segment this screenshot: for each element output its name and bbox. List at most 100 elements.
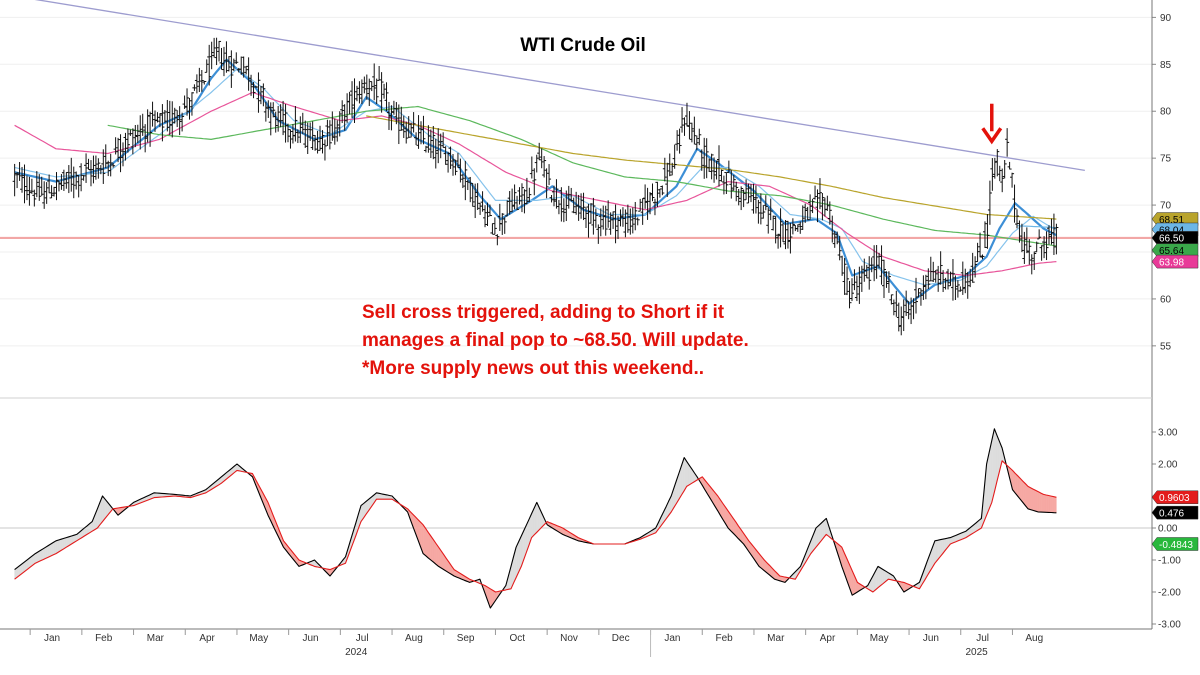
ohlc-bar [478, 202, 483, 215]
ohlc-bar [148, 111, 153, 147]
x-month-label: Oct [510, 633, 526, 644]
ohlc-bar [941, 270, 946, 293]
moving-average-line [107, 105, 1057, 247]
ohlc-bar [921, 275, 926, 300]
ohlc-bar [421, 115, 426, 145]
ohlc-bar [374, 78, 379, 105]
moving-average-line [14, 91, 1057, 277]
oscillator-fill-segment [1021, 479, 1024, 504]
ohlc-bar [106, 160, 111, 177]
oscillator-fast-line [14, 428, 1057, 609]
ohlc-bar [687, 111, 692, 140]
ohlc-bar [295, 129, 300, 144]
ohlc-bar [451, 153, 456, 176]
ohlc-bar [502, 217, 507, 234]
oscillator-fill-segment [49, 543, 52, 557]
ohlc-bar [271, 102, 276, 118]
oscillator-fill-segment [434, 540, 437, 565]
ohlc-bar [1047, 225, 1052, 245]
ohlc-bar [88, 160, 93, 187]
ohlc-bar [399, 106, 404, 131]
ohlc-bar [793, 224, 798, 232]
ohlc-bar [551, 185, 556, 207]
ohlc-bar [1022, 231, 1027, 264]
oscillator-fill-segment [1043, 494, 1047, 513]
ohlc-bar [426, 125, 431, 153]
ohlc-bar [707, 158, 712, 172]
ohlc-bar [325, 119, 330, 146]
oscillator-value-tag: 0.9603 [1151, 490, 1199, 504]
ohlc-bar [593, 208, 598, 228]
ohlc-bar [795, 224, 800, 232]
x-month-label: Jul [356, 633, 369, 644]
ohlc-bar [244, 65, 249, 75]
ohlc-bar [554, 179, 559, 209]
ohlc-bar [354, 85, 359, 102]
ohlc-bar [805, 206, 810, 221]
ohlc-bar [886, 271, 891, 293]
ohlc-bar [882, 259, 887, 298]
ohlc-bar [266, 100, 271, 118]
ohlc-bar [251, 82, 256, 99]
ohlc-bar [436, 128, 441, 164]
ohlc-bar [776, 233, 781, 249]
ohlc-bar [157, 113, 162, 128]
ohlc-bar [130, 128, 135, 155]
ohlc-bar [1049, 218, 1054, 245]
ohlc-bar [716, 145, 721, 187]
ohlc-bar [739, 186, 744, 211]
oscillator-fill-segment [55, 539, 59, 554]
ohlc-bar [150, 101, 155, 127]
ohlc-bar [81, 174, 86, 181]
ohlc-bar [926, 268, 931, 290]
ohlc-bar [576, 194, 581, 221]
ohlc-bar [98, 165, 103, 175]
ohlc-bar [667, 153, 672, 177]
ohlc-bar [116, 137, 121, 163]
ohlc-bar [345, 93, 350, 123]
ohlc-bar [549, 194, 554, 203]
trend-line [34, 0, 1085, 171]
ohlc-bar [32, 189, 37, 207]
ohlc-bar [901, 299, 906, 332]
ohlc-bar [559, 187, 564, 222]
ohlc-bar [650, 183, 655, 202]
ohlc-bar [598, 208, 603, 237]
x-month-label: Feb [715, 633, 733, 644]
ohlc-bar [22, 164, 27, 204]
ohlc-bar [217, 40, 222, 62]
ohlc-bar [276, 106, 281, 132]
oscillator-fill-segment [155, 492, 158, 498]
ohlc-bar [143, 124, 148, 153]
ohlc-bar [56, 180, 61, 192]
moving-average-line [1017, 225, 1057, 229]
price-tag-label: 0.476 [1159, 508, 1184, 519]
upper-y-tick-label: 75 [1160, 154, 1172, 165]
ohlc-bar [249, 74, 254, 96]
ohlc-bar [670, 162, 675, 176]
ohlc-bar [744, 179, 749, 201]
ohlc-bar [911, 298, 916, 320]
ohlc-bar [300, 112, 305, 135]
ohlc-bar [968, 268, 973, 288]
ohlc-bar [256, 72, 261, 113]
ohlc-bar [64, 171, 69, 189]
ohlc-bar [160, 104, 165, 142]
ohlc-bar [1027, 239, 1032, 265]
oscillator-fill-segment [1031, 487, 1034, 511]
ohlc-bar [125, 128, 130, 153]
ohlc-bar [76, 174, 81, 198]
oscillator-fill-segment [103, 496, 106, 521]
oscillator-fill-segment [934, 540, 937, 565]
ohlc-bar [588, 203, 593, 224]
ohlc-bar [396, 104, 401, 145]
x-month-label: May [249, 633, 268, 644]
ohlc-bar [985, 214, 990, 249]
oscillator-fill-segment [1019, 476, 1022, 502]
oscillator-fill-segment [686, 460, 689, 488]
ohlc-bar [953, 275, 958, 301]
ohlc-bar [162, 109, 167, 123]
ohlc-bar [411, 112, 416, 133]
oscillator-fill-segment [824, 519, 828, 537]
